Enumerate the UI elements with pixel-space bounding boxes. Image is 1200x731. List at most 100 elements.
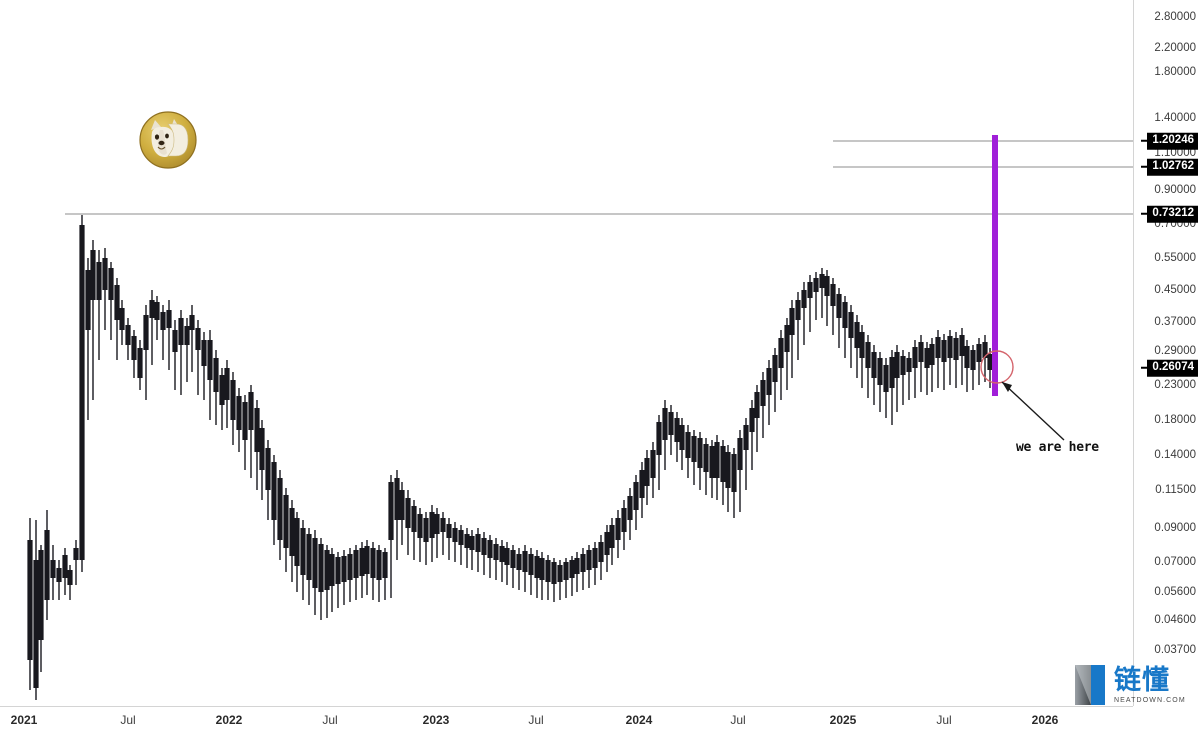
price-tick-0-04600: 0.04600 [1154,614,1196,626]
price-badge-1-02762[interactable]: 1.02762 [1141,158,1198,176]
candle-body [265,448,271,490]
candle-body [137,348,143,378]
price-tick-2-20000: 2.20000 [1154,42,1196,54]
candle-body [609,525,615,548]
watermark-text: 链懂 NEATDOWN.COM [1114,664,1186,704]
price-badge-1-20246[interactable]: 1.20246 [1141,132,1198,150]
candle-body [38,550,44,640]
candle-body [731,454,737,492]
we-are-here-label: we are here [1016,440,1099,455]
price-tick-1-10000: 1.10000 [1154,147,1196,159]
price-axis[interactable]: 2.80000 2.20000 1.80000 1.40000 1.10000 0.900… [1133,0,1200,706]
candle-body [475,534,481,552]
candle-body [754,392,760,418]
candle-body [807,282,813,298]
candle-body [306,534,312,580]
time-tick-2023: 2023 [422,713,450,727]
candle-body [749,408,755,432]
dogecoin-logo [139,111,197,169]
candle-body [201,340,207,366]
candle-body [830,284,836,306]
candle-body [551,562,557,584]
price-badge-0-73212[interactable]: 0.73212 [1141,205,1198,223]
candle-body [720,446,726,482]
candle-body [254,408,260,452]
candle-body [149,300,155,318]
candle-body [283,495,289,548]
candle-body [569,560,575,578]
candle-body [125,325,131,345]
candle-body [119,308,125,330]
candle-body [394,478,400,520]
candle-body [440,518,446,532]
candle-body [364,546,370,574]
price-badge-tick [1141,213,1148,215]
candle-body [592,548,598,568]
candle-body [824,276,830,296]
candle-body [516,554,522,570]
candle-body [662,408,668,440]
time-tick-2026: 2026 [1031,713,1059,727]
candle-body [423,518,429,542]
price-badge-tick [1141,367,1148,369]
time-tick-jul: Jul [730,713,746,727]
candle-body [906,358,912,372]
candle-body [62,555,68,578]
price-badge-tick [1141,140,1148,142]
candle-body [871,352,877,378]
candle-body [96,262,102,300]
candle-body [434,514,440,534]
candle-body [656,422,662,455]
price-tick-0-55000: 0.55000 [1154,252,1196,264]
candle-body [259,428,265,470]
candle-body [982,342,988,358]
price-tick-0-18000: 0.18000 [1154,414,1196,426]
candle-body [639,470,645,498]
chart-plot-area[interactable]: we are here [0,0,1133,706]
candle-body [929,344,935,365]
watermark-cn-text: 链懂 [1114,664,1170,695]
price-tick-0-45000: 0.45000 [1154,284,1196,296]
candle-body [67,570,73,585]
candle-body [766,368,772,395]
candle-body [528,554,534,575]
candle-body [207,340,213,380]
candle-body [557,565,563,582]
candle-body [166,310,172,328]
price-tick-1-40000: 1.40000 [1154,112,1196,124]
candle-body [598,542,604,562]
candle-body [772,355,778,382]
candle-body [33,560,39,688]
candle-body [685,432,691,458]
candle-body [964,346,970,368]
candle-body [534,556,540,578]
price-badge-0-26074[interactable]: 0.26074 [1141,359,1198,377]
candle-body [184,326,190,345]
candle-body [789,308,795,335]
candle-body [819,274,825,288]
watermark-en-text: NEATDOWN.COM [1114,696,1186,704]
candle-body [300,528,306,575]
candle-body [633,482,639,510]
candle-body [399,490,405,520]
candle-body [154,302,160,320]
candle-body [160,312,166,330]
price-tick-0-05600: 0.05600 [1154,586,1196,598]
candle-body [522,551,528,572]
candle-body [586,550,592,570]
price-tick-0-37000: 0.37000 [1154,316,1196,328]
candle-body [976,344,982,362]
price-tick-0-14000: 0.14000 [1154,449,1196,461]
candle-body [650,450,656,478]
candle-body [277,478,283,540]
candle-body [224,368,230,400]
candle-body [50,560,56,578]
candle-body [813,278,819,292]
candle-body [452,528,458,542]
time-axis[interactable]: 2021 Jul 2022 Jul 2023 Jul 2024 Jul 2025 Jul 2026 [0,706,1133,731]
candle-body [795,300,801,320]
candle-body [458,530,464,545]
candle-body [493,544,499,560]
candle-body [353,550,359,578]
